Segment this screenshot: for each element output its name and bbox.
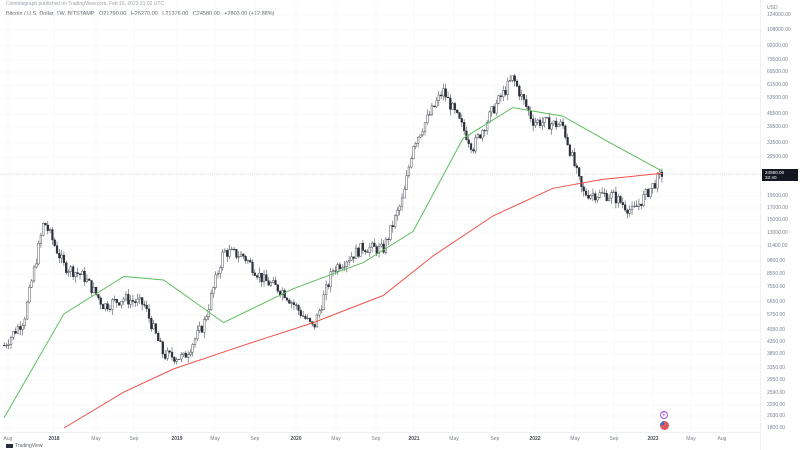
price-tick-label: 5750.00 [767,312,786,318]
tradingview-icon [6,443,13,448]
price-tick-label: 8550.00 [767,271,786,277]
price-tick-label: 7550.00 [767,284,786,290]
earnings-marker-icon[interactable]: E [660,411,668,419]
price-tick-label: 17000.00 [767,205,788,211]
time-tick-label: Sep [250,436,260,442]
sma-long-line [63,172,663,429]
time-tick-label: May [449,436,459,442]
last-price: 24580.00 [765,169,785,175]
price-tick-label: 45500.00 [767,111,788,117]
price-tick-label: 2950.00 [767,377,786,383]
time-tick-label: May [91,436,101,442]
open-value: O21790.00 [99,11,127,17]
time-tick-label: Aug [3,436,13,442]
price-tick-label: 4350.00 [767,339,786,345]
price-chart[interactable] [0,0,760,432]
price-tick-label: 3350.00 [767,365,786,371]
change-value: +2803.00 (+12.88%) [224,11,275,17]
ohlc-legend: Bitcoin / U.S. Dollar, 1W, BITSTAMP O217… [6,11,277,17]
symbol-label[interactable]: Bitcoin / U.S. Dollar, 1W, BITSTAMP [6,11,95,17]
currency-label: USD [767,5,778,11]
time-tick-label: May [331,436,341,442]
price-tick-label: 92000.00 [767,43,788,49]
price-tick-label: 53500.00 [767,95,788,101]
price-tick-label: 13000.00 [767,230,788,236]
price-tick-label: 39500.00 [767,124,788,130]
bar-countdown: 32:40 [765,175,777,180]
price-tick-label: 29500.00 [767,154,788,160]
time-tick-label: May [210,436,220,442]
tradingview-logo: TradingView [6,443,43,449]
high-value: H25270.00 [130,11,158,17]
time-tick-label: 2020 [290,436,302,442]
time-tick-label: 2023 [647,436,659,442]
price-tick-label: 33500.00 [767,140,788,146]
price-tick-label: 2030.00 [767,413,786,419]
candlesticks [3,73,664,365]
price-tick-label: 4950.00 [767,327,786,333]
time-tick-label: Sep [609,436,619,442]
price-tick-label: 108000.00 [767,27,791,33]
close-value: C24580.00 [192,11,220,17]
price-tick-label: 61500.00 [767,82,788,88]
price-tick-label: 2590.00 [767,390,786,396]
us-flag-event-icon[interactable] [660,421,669,430]
price-tick-label: 124000.00 [767,12,791,18]
price-tick-label: 2290.00 [767,402,786,408]
price-tick-label: 19500.00 [767,193,788,199]
time-tick-label: May [686,436,696,442]
time-tick-label: May [570,436,580,442]
price-tick-label: 11400.00 [767,243,788,249]
price-tick-label: 69500.00 [767,69,788,75]
price-tick-label: 3850.00 [767,351,786,357]
sma-short-line [3,107,663,418]
time-tick-label: Sep [490,436,500,442]
price-axis[interactable]: USD 124000.00 108000.00 92000.00 79500.00 69… [760,0,800,450]
time-tick-label: 2021 [408,436,420,442]
price-tick-label: 15000.00 [767,217,788,223]
time-tick-label: Aug [717,436,727,442]
price-tick-label: 6650.00 [767,299,786,305]
price-tick-label: 79500.00 [767,57,788,63]
time-axis[interactable]: Aug 2018 May Sep 2019 May Sep 2020 May Sep 2021 May… [0,432,760,443]
price-tick-label: 1800.00 [767,425,786,431]
low-value: L21376.00 [162,11,189,17]
publisher-line: Cointelegraph published on TradingView.c… [6,1,165,7]
grid-lines [0,0,760,432]
time-tick-label: 2022 [529,436,541,442]
time-tick-label: Sep [129,436,139,442]
last-price-tag: 24580.00 32:40 [762,169,798,181]
time-tick-label: 2019 [171,436,183,442]
time-tick-label: Sep [371,436,381,442]
price-tick-label: 9800.00 [767,258,786,264]
time-tick-label: 2018 [48,436,60,442]
